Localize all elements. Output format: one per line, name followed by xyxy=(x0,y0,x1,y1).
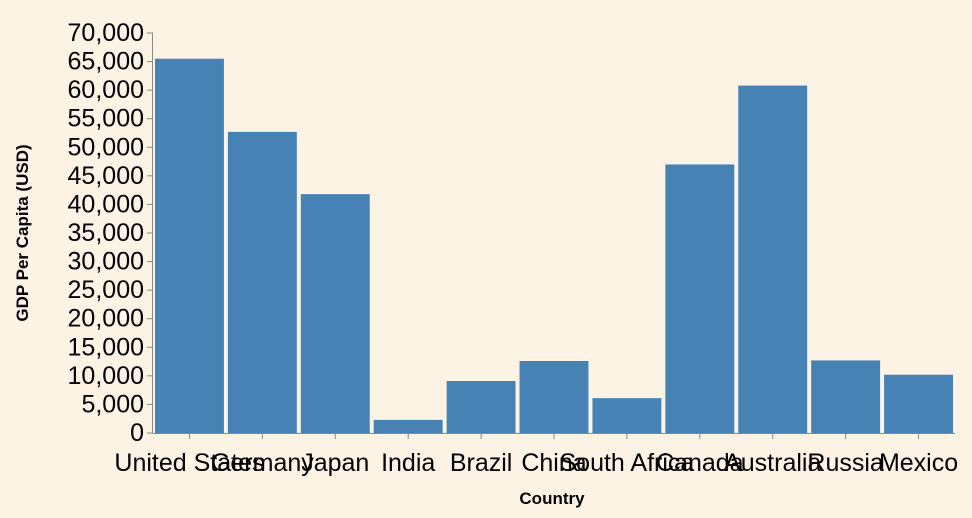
x-tick-label: India xyxy=(381,449,435,477)
bar-australia xyxy=(738,85,808,434)
bar-mexico xyxy=(884,374,953,433)
x-tick-label: Brazil xyxy=(450,449,513,477)
y-tick-label: 40,000 xyxy=(68,190,144,218)
y-tick-label: 20,000 xyxy=(68,305,144,333)
bar-china xyxy=(519,361,589,433)
bars xyxy=(155,58,953,434)
y-tick-label: 50,000 xyxy=(68,133,144,161)
x-tick-label: Mexico xyxy=(879,449,958,477)
y-tick-label: 70,000 xyxy=(68,19,144,47)
bar-india xyxy=(373,419,443,433)
bar-united-states xyxy=(155,58,224,433)
y-tick-label: 60,000 xyxy=(68,76,144,104)
y-axis: 05,00010,00015,00020,00025,00030,00035,0… xyxy=(68,19,153,447)
bar-canada xyxy=(665,164,735,433)
y-tick-label: 65,000 xyxy=(68,48,144,76)
y-tick-label: 25,000 xyxy=(68,276,144,304)
x-tick-label: Australia xyxy=(724,449,821,477)
bar-south-africa xyxy=(592,398,662,433)
x-tick-label: Japan xyxy=(301,449,369,477)
x-tick-label: Russia xyxy=(807,449,884,477)
y-tick-label: 15,000 xyxy=(68,333,144,361)
x-tick-label: Canada xyxy=(656,449,744,477)
y-tick-label: 0 xyxy=(130,419,144,447)
x-tick-label: United States xyxy=(114,449,264,477)
x-tick-label: Germany xyxy=(211,449,314,477)
x-axis-title: Country xyxy=(519,489,585,508)
y-tick-label: 55,000 xyxy=(68,105,144,133)
bar-japan xyxy=(300,194,370,433)
bar-brazil xyxy=(446,381,516,433)
bar-russia xyxy=(811,360,881,433)
y-tick-label: 5,000 xyxy=(81,390,144,418)
x-tick-label: China xyxy=(521,449,586,477)
bar-germany xyxy=(227,131,297,433)
y-tick-label: 35,000 xyxy=(68,219,144,247)
y-axis-title: GDP Per Capita (USD) xyxy=(13,144,32,321)
y-tick-label: 10,000 xyxy=(68,362,144,390)
y-tick-label: 45,000 xyxy=(68,162,144,190)
x-tick-label: South Africa xyxy=(560,449,695,477)
y-tick-label: 30,000 xyxy=(68,248,144,276)
